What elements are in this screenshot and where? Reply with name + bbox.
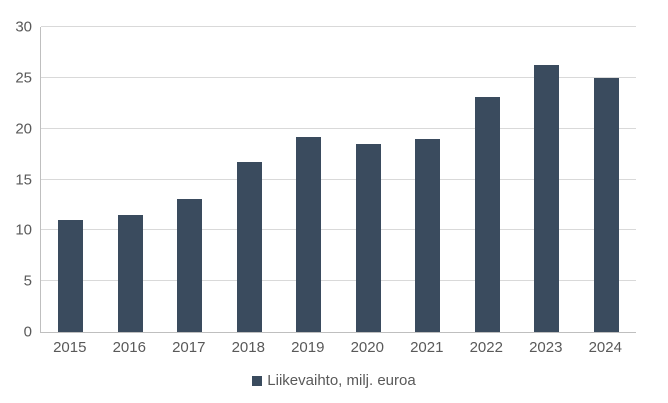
x-tick-label-2020: 2020 [350, 339, 384, 356]
bar-2021 [415, 138, 441, 332]
x-axis: 2015 2016 2017 2018 2019 2020 2021 2022 2023 2024 [40, 339, 635, 357]
bar-2022 [474, 97, 500, 332]
bar-slot-2022 [458, 27, 518, 332]
bar-2017 [177, 198, 203, 332]
x-tick-label-2016: 2016 [112, 339, 146, 356]
y-tick-label: 30 [15, 18, 32, 36]
bar-slot-2023 [517, 27, 577, 332]
y-tick-label: 10 [15, 221, 32, 239]
y-tick-label: 0 [23, 323, 32, 341]
gridline [41, 178, 636, 180]
bar-2023 [534, 64, 560, 332]
bar-series [41, 27, 636, 332]
y-tick-label: 20 [15, 120, 32, 138]
x-tick-label-2017: 2017 [172, 339, 206, 356]
x-tick-label-2018: 2018 [231, 339, 265, 356]
x-tick-label-2019: 2019 [291, 339, 325, 356]
x-tick-label-2021: 2021 [410, 339, 444, 356]
gridline [41, 26, 636, 27]
legend-label: Liikevaihto, milj. euroa [267, 372, 416, 389]
bar-slot-2015 [41, 27, 101, 332]
y-tick-label: 15 [15, 171, 32, 188]
bar-slot-2021 [398, 27, 458, 332]
bar-slot-2024 [577, 27, 637, 332]
bar-2024 [593, 77, 619, 332]
bar-2015 [58, 220, 84, 332]
bar-slot-2016 [101, 27, 161, 332]
bar-2019 [296, 136, 322, 332]
x-tick-label-2023: 2023 [529, 339, 563, 356]
bar-slot-2019 [279, 27, 339, 332]
gridline [41, 229, 636, 231]
bar-slot-2017 [160, 27, 220, 332]
y-tick-label: 5 [23, 272, 32, 290]
plot-area [40, 26, 636, 333]
x-tick-label-2024: 2024 [588, 339, 622, 356]
y-axis: 0 5 10 15 20 25 30 [0, 20, 32, 340]
chart-legend: Liikevaihto, milj. euroa [0, 372, 668, 389]
legend-swatch-icon [252, 375, 263, 386]
x-tick-label-2015: 2015 [53, 339, 87, 356]
bar-slot-2018 [220, 27, 280, 332]
bar-2018 [236, 162, 262, 332]
bar-2020 [355, 143, 381, 332]
bar-2016 [117, 215, 143, 332]
gridline [41, 280, 636, 282]
y-tick-label: 25 [15, 69, 32, 87]
gridline [41, 76, 636, 78]
gridline [41, 127, 636, 129]
x-tick-label-2022: 2022 [469, 339, 503, 356]
bar-slot-2020 [339, 27, 399, 332]
